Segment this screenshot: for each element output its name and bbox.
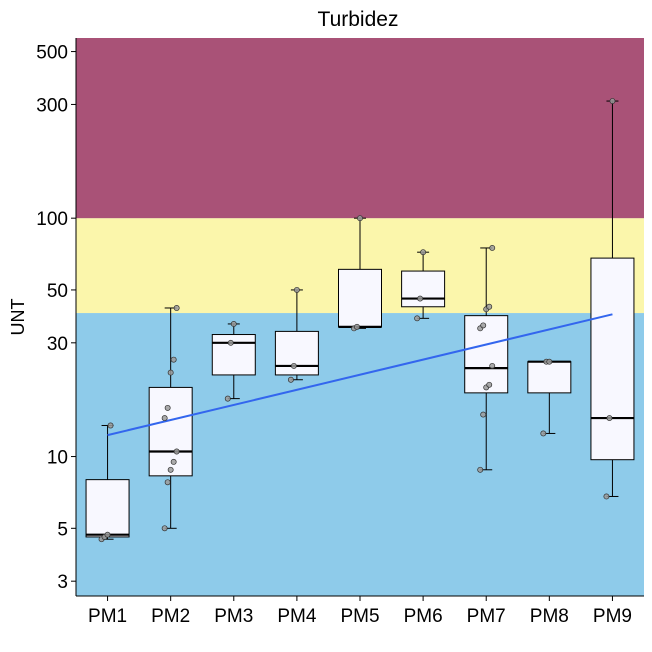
box-pm6 bbox=[401, 270, 446, 308]
box-pm2 bbox=[148, 386, 193, 477]
point-pm9-0 bbox=[603, 493, 610, 500]
point-pm2-0 bbox=[161, 525, 168, 532]
x-tick-label-pm8: PM8 bbox=[530, 606, 569, 627]
x-tick-label-pm9: PM9 bbox=[593, 606, 632, 627]
point-pm1-2 bbox=[104, 531, 111, 538]
point-pm3-2 bbox=[230, 320, 237, 327]
y-tick-label-500: 500 bbox=[36, 43, 68, 64]
y-tick-label-10: 10 bbox=[47, 448, 68, 469]
point-pm4-1 bbox=[290, 362, 297, 369]
point-pm2-6 bbox=[164, 404, 171, 411]
point-pm2-9 bbox=[173, 305, 180, 311]
band-2 bbox=[76, 38, 644, 219]
x-tick-label-pm1: PM1 bbox=[88, 606, 127, 627]
data-points bbox=[98, 98, 616, 543]
x-tick-label-pm6: PM6 bbox=[404, 606, 443, 627]
point-pm2-4 bbox=[173, 448, 180, 455]
y-tick-label-5: 5 bbox=[57, 519, 68, 540]
point-pm7-1 bbox=[480, 411, 487, 418]
y-tick-label-100: 100 bbox=[36, 209, 68, 230]
point-pm9-1 bbox=[606, 415, 613, 422]
boxes bbox=[85, 257, 635, 538]
point-pm2-5 bbox=[161, 415, 168, 422]
point-pm4-0 bbox=[287, 376, 294, 383]
point-pm2-1 bbox=[164, 479, 171, 486]
box-pm9 bbox=[590, 257, 635, 461]
point-pm2-8 bbox=[170, 356, 177, 363]
point-pm2-2 bbox=[167, 466, 174, 473]
point-pm2-3 bbox=[170, 458, 177, 465]
point-pm7-8 bbox=[486, 303, 493, 310]
point-pm8-2 bbox=[546, 358, 553, 365]
point-pm9-2 bbox=[609, 98, 616, 105]
y-tick-label-300: 300 bbox=[36, 95, 68, 116]
box-pm3 bbox=[211, 334, 256, 376]
point-pm7-0 bbox=[477, 466, 484, 473]
box-pm5 bbox=[338, 268, 382, 328]
x-tick-label-pm3: PM3 bbox=[214, 606, 253, 627]
point-pm2-7 bbox=[167, 369, 174, 376]
point-pm8-0 bbox=[540, 430, 547, 437]
x-tick-label-pm7: PM7 bbox=[467, 606, 506, 627]
box-pm8 bbox=[527, 361, 572, 394]
point-pm7-9 bbox=[489, 245, 496, 251]
point-pm6-2 bbox=[420, 249, 427, 256]
point-pm5-1 bbox=[354, 323, 360, 330]
y-axis-label: UNT bbox=[8, 299, 28, 336]
y-tick-label-50: 50 bbox=[47, 281, 68, 302]
point-pm4-2 bbox=[293, 286, 300, 293]
point-pm6-0 bbox=[414, 315, 421, 322]
box-pm7 bbox=[464, 315, 509, 394]
point-pm6-1 bbox=[417, 295, 424, 302]
trend-line-group bbox=[107, 313, 613, 437]
point-pm3-1 bbox=[227, 339, 234, 346]
x-tick-label-pm4: PM4 bbox=[277, 606, 317, 627]
point-pm7-4 bbox=[489, 362, 496, 369]
point-pm5-2 bbox=[357, 215, 363, 222]
x-tick-label-pm2: PM2 bbox=[151, 606, 190, 627]
y-tick-label-3: 3 bbox=[57, 572, 68, 593]
x-axis: PM1 PM2 PM3 PM4 PM5 PM6 PM7 PM8 PM9 bbox=[76, 595, 644, 627]
point-pm7-3 bbox=[486, 381, 493, 388]
y-tick-label-30: 30 bbox=[47, 334, 68, 355]
box-pm1 bbox=[85, 479, 130, 538]
point-pm1-3 bbox=[107, 422, 114, 429]
trend-line bbox=[107, 313, 613, 437]
point-pm7-6 bbox=[480, 322, 487, 329]
box-pm4 bbox=[274, 330, 319, 376]
y-axis: 3 5 10 30 50 100 300 500 bbox=[36, 38, 77, 596]
x-tick-label-pm5: PM5 bbox=[340, 606, 379, 627]
point-pm3-0 bbox=[224, 395, 231, 402]
chart-title: Turbidez bbox=[318, 8, 399, 31]
